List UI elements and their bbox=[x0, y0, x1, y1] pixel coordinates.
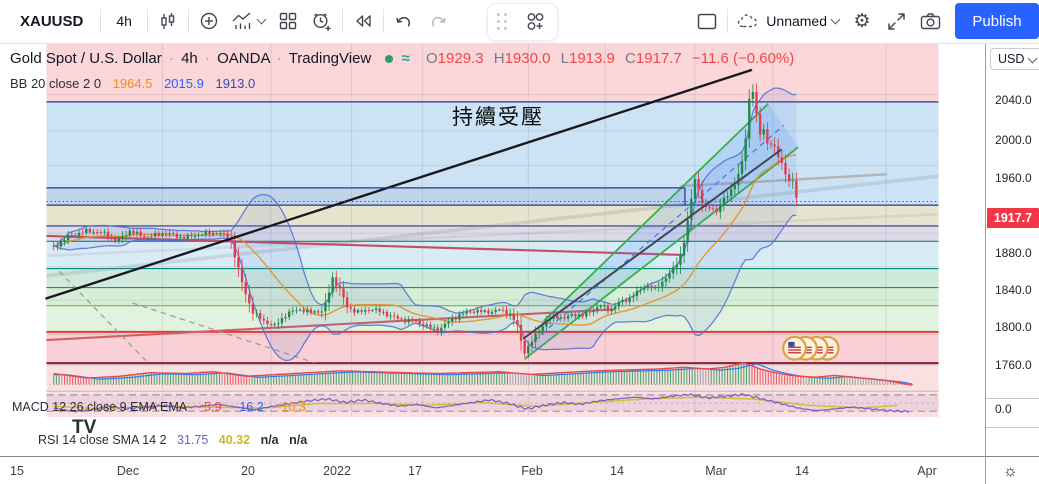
text-drawing-annotation[interactable]: 持續受壓 bbox=[452, 106, 544, 129]
price-tick: 1800.0 bbox=[995, 320, 1032, 334]
price-tick: 1880.0 bbox=[995, 246, 1032, 260]
legend-interval: 4h bbox=[181, 50, 198, 67]
time-tick: Dec bbox=[116, 464, 140, 478]
publish-button[interactable]: Publish bbox=[955, 3, 1039, 39]
time-tick: 2022 bbox=[323, 464, 351, 478]
chevron-down-icon bbox=[1027, 53, 1038, 63]
top-toolbar: XAUUSD 4h bbox=[0, 0, 1039, 44]
price-tick: 2040.0 bbox=[995, 93, 1032, 107]
camera-icon bbox=[920, 12, 941, 30]
toolbar-divider bbox=[727, 9, 729, 33]
symbol-button[interactable]: XAUUSD bbox=[6, 4, 97, 38]
chart-type-button[interactable] bbox=[226, 4, 271, 38]
macd-indicator-legend: MACD 12 26 close 9 EMA EMA −5.9 −16.2 −1… bbox=[12, 400, 306, 414]
legend-separator: · bbox=[276, 50, 282, 67]
toolbar-divider bbox=[146, 9, 148, 33]
macd-value: −5.9 bbox=[196, 400, 222, 414]
toolbar-divider bbox=[382, 9, 384, 33]
settings-button[interactable]: ⚙ bbox=[845, 4, 879, 38]
redo-button[interactable] bbox=[421, 4, 455, 38]
bb-lower-value: 1913.0 bbox=[215, 76, 256, 91]
macd-hist-value: −10.3 bbox=[274, 400, 306, 414]
interval-button[interactable]: 4h bbox=[104, 4, 144, 38]
rsi-value: 31.75 bbox=[177, 433, 209, 447]
undo-button[interactable] bbox=[387, 4, 421, 38]
layout-add-icon bbox=[525, 12, 545, 32]
line-bars-chart-icon bbox=[232, 11, 253, 31]
rsi-sma-value: 40.32 bbox=[218, 433, 251, 447]
time-tick: Apr bbox=[917, 464, 937, 478]
indicators-button[interactable] bbox=[271, 4, 305, 38]
legend-title: Gold Spot / U.S. Dollar bbox=[10, 50, 162, 67]
time-axis[interactable]: 15 Dec 20 2022 17 Feb 14 Mar 14 Apr bbox=[0, 456, 985, 484]
ohlc-values: O1929.3 H1930.0 L1913.9 C1917.7 −11.6 (−… bbox=[426, 50, 795, 67]
time-tick: Mar bbox=[705, 464, 727, 478]
time-tick: Feb bbox=[521, 464, 543, 478]
pane-divider bbox=[986, 427, 1039, 428]
legend-exchange: OANDA bbox=[217, 50, 270, 67]
time-tick: 14 bbox=[610, 464, 624, 478]
layout-name-label: Unnamed bbox=[766, 13, 827, 29]
price-axis[interactable]: USD 1917.7 0.0 ☼ 2040.0 2000.0 1960.0 1880.… bbox=[985, 43, 1039, 484]
snapshot-button[interactable] bbox=[913, 4, 947, 38]
change-value: −11.6 (−0.60%) bbox=[691, 50, 795, 67]
chart-canvas[interactable] bbox=[0, 43, 985, 456]
time-tick: 14 bbox=[795, 464, 809, 478]
fullscreen-button[interactable] bbox=[879, 4, 913, 38]
add-widget-button[interactable] bbox=[519, 5, 551, 39]
time-tick: 20 bbox=[241, 464, 255, 478]
delayed-data-icon: ≈ bbox=[401, 50, 410, 67]
bb-upper-value: 2015.9 bbox=[164, 76, 204, 91]
save-layout-button[interactable]: Unnamed bbox=[731, 4, 845, 38]
chart-region: Gold Spot / U.S. Dollar · 4h · OANDA · T… bbox=[0, 43, 1039, 484]
grid-squares-icon bbox=[279, 12, 297, 30]
toolbar-divider bbox=[100, 9, 102, 33]
legend-platform: TradingView bbox=[288, 50, 372, 67]
replay-button[interactable] bbox=[346, 4, 380, 38]
theme-sun-icon[interactable]: ☼ bbox=[1003, 463, 1018, 480]
alert-button[interactable] bbox=[305, 4, 339, 38]
bb-basis-value: 1964.5 bbox=[112, 76, 153, 91]
bb-indicator-legend: BB 20 close 2 0 1964.5 2015.9 1913.0 bbox=[10, 76, 256, 91]
legend-separator: · bbox=[204, 50, 210, 67]
price-tick: 2000.0 bbox=[995, 133, 1032, 147]
price-tick: 1760.0 bbox=[995, 358, 1032, 372]
rsi-indicator-legend: RSI 14 close SMA 14 2 31.75 40.32 n/a n/… bbox=[38, 433, 308, 447]
coins-logo bbox=[782, 335, 840, 361]
gear-icon: ⚙ bbox=[853, 10, 871, 32]
chart-style-button[interactable] bbox=[151, 4, 185, 38]
toolbar-floating-card bbox=[487, 3, 558, 41]
toolbar-divider bbox=[187, 9, 189, 33]
drag-handle-icon[interactable] bbox=[494, 13, 511, 31]
time-tick: 17 bbox=[408, 464, 422, 478]
square-outline-icon bbox=[697, 13, 717, 30]
chevron-down-icon bbox=[830, 14, 841, 24]
pane-divider bbox=[986, 456, 1039, 457]
pane-divider bbox=[986, 398, 1039, 399]
market-status-dot bbox=[385, 55, 394, 63]
compare-button[interactable] bbox=[192, 4, 226, 38]
alarm-clock-plus-icon bbox=[311, 11, 332, 32]
undo-arrow-icon bbox=[394, 12, 414, 30]
price-tick: 1960.0 bbox=[995, 171, 1032, 185]
fullscreen-arrows-icon bbox=[887, 12, 906, 31]
last-price-badge: 1917.7 bbox=[987, 208, 1039, 228]
chevron-down-icon bbox=[256, 14, 267, 24]
rewind-icon bbox=[353, 12, 373, 30]
candlestick-icon bbox=[158, 12, 177, 31]
redo-arrow-icon bbox=[428, 12, 448, 30]
toolbar-divider bbox=[341, 9, 343, 33]
currency-selector[interactable]: USD bbox=[990, 48, 1039, 70]
plus-circle-icon bbox=[199, 11, 219, 31]
multichart-layout-button[interactable] bbox=[690, 4, 724, 38]
symbol-legend: Gold Spot / U.S. Dollar · 4h · OANDA · T… bbox=[10, 48, 800, 94]
macd-zero-tick: 0.0 bbox=[995, 402, 1012, 416]
legend-separator: · bbox=[168, 50, 174, 67]
time-tick: 15 bbox=[10, 464, 24, 478]
cloud-icon bbox=[737, 13, 761, 29]
price-tick: 1840.0 bbox=[995, 283, 1032, 297]
macd-signal-value: −16.2 bbox=[232, 400, 264, 414]
tradingview-watermark: TV bbox=[72, 417, 97, 438]
